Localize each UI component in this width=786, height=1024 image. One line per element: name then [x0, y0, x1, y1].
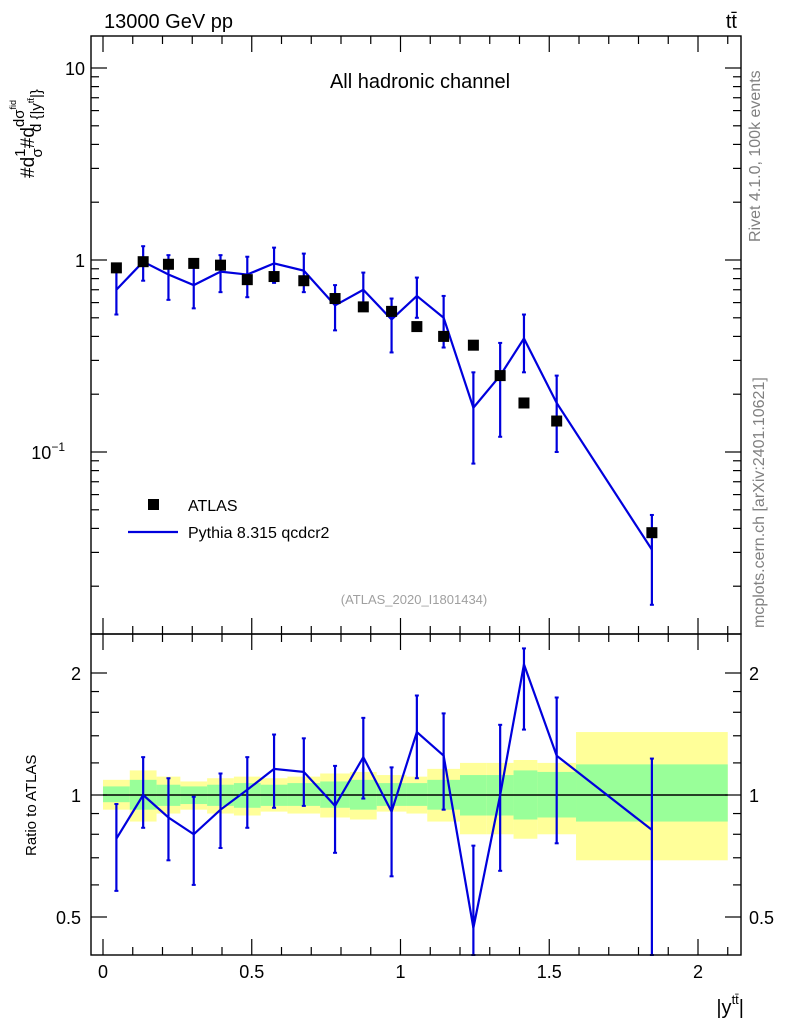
data-point — [411, 321, 423, 333]
process-label: tt̄ — [726, 11, 738, 33]
main-panel: 10−1 1 10 All hadronic channel (ATLAS_2020… — [8, 35, 742, 635]
ratio-uncertainty-bands — [103, 732, 728, 861]
x-tick-label: 0.5 — [239, 962, 264, 982]
main-y-axis-label-text: #d1σ#ddσfid d {|ytt̄|} — [8, 89, 46, 178]
ratio-y-tick-label: 1 — [71, 786, 81, 806]
energy-label: 13000 GeV pp — [104, 11, 233, 33]
main-y-tick-label: 1 — [75, 251, 85, 271]
legend-label-pythia: Pythia 8.315 qcdcr2 — [188, 525, 330, 542]
ratio-panel: 0.5 0.5 1 1 2 2 0 0.5 1 1.5 2 Ratio to ATLAS |ytt̄… — [23, 633, 774, 1019]
data-point — [215, 259, 227, 271]
ratio-y-tick-label: 2 — [71, 664, 81, 684]
data-point — [518, 397, 530, 409]
x-axis-label: |ytt̄| — [716, 992, 744, 1019]
ratio-y-tick-label-right: 2 — [749, 664, 759, 684]
main-y-axis-label: #d1σ#ddσfid d {|ytt̄|} — [8, 89, 46, 178]
data-point — [162, 258, 174, 270]
ratio-y-tick-label-right: 0.5 — [749, 908, 774, 928]
legend-marker-atlas — [148, 499, 159, 510]
ratio-y-tick-label: 0.5 — [56, 908, 81, 928]
main-axes: 10−1 1 10 — [31, 35, 742, 635]
data-point — [110, 262, 122, 274]
ratio-axes: 0.5 0.5 1 1 2 2 0 0.5 1 1.5 2 — [56, 633, 774, 982]
main-y-tick-label: 10−1 — [31, 440, 65, 463]
legend: ATLAS Pythia 8.315 qcdcr2 — [128, 498, 330, 542]
data-point — [386, 305, 398, 317]
data-point — [329, 293, 341, 305]
data-point — [137, 256, 149, 268]
data-point — [438, 330, 450, 342]
x-tick-label: 0 — [98, 962, 108, 982]
data-point — [467, 339, 479, 351]
ratio-y-axis-label: Ratio to ATLAS — [23, 755, 40, 856]
analysis-tag: (ATLAS_2020_I1801434) — [341, 592, 487, 607]
main-plot-marks — [110, 245, 658, 606]
data-point — [188, 257, 200, 269]
data-point — [551, 415, 563, 427]
ratio-line — [115, 660, 653, 929]
mc-line — [115, 260, 653, 551]
data-point — [298, 275, 310, 287]
x-tick-label: 2 — [693, 962, 703, 982]
rivet-label: Rivet 4.1.0, 100k events — [747, 70, 764, 242]
data-point — [646, 527, 658, 539]
data-point — [494, 370, 506, 382]
chart-title: All hadronic channel — [330, 71, 510, 93]
inner-band-bin — [103, 786, 130, 803]
x-tick-label: 1.5 — [537, 962, 562, 982]
x-tick-label: 1 — [395, 962, 405, 982]
main-y-tick-label: 10 — [65, 59, 85, 79]
ratio-plot-marks — [114, 647, 654, 956]
data-point — [268, 271, 280, 283]
ratio-y-tick-label-right: 1 — [749, 786, 759, 806]
legend-label-atlas: ATLAS — [188, 498, 238, 515]
main-frame — [90, 35, 742, 635]
data-point — [357, 301, 369, 313]
data-point — [241, 274, 253, 286]
source-label: mcplots.cern.ch [arXiv:2401.10621] — [751, 377, 768, 628]
